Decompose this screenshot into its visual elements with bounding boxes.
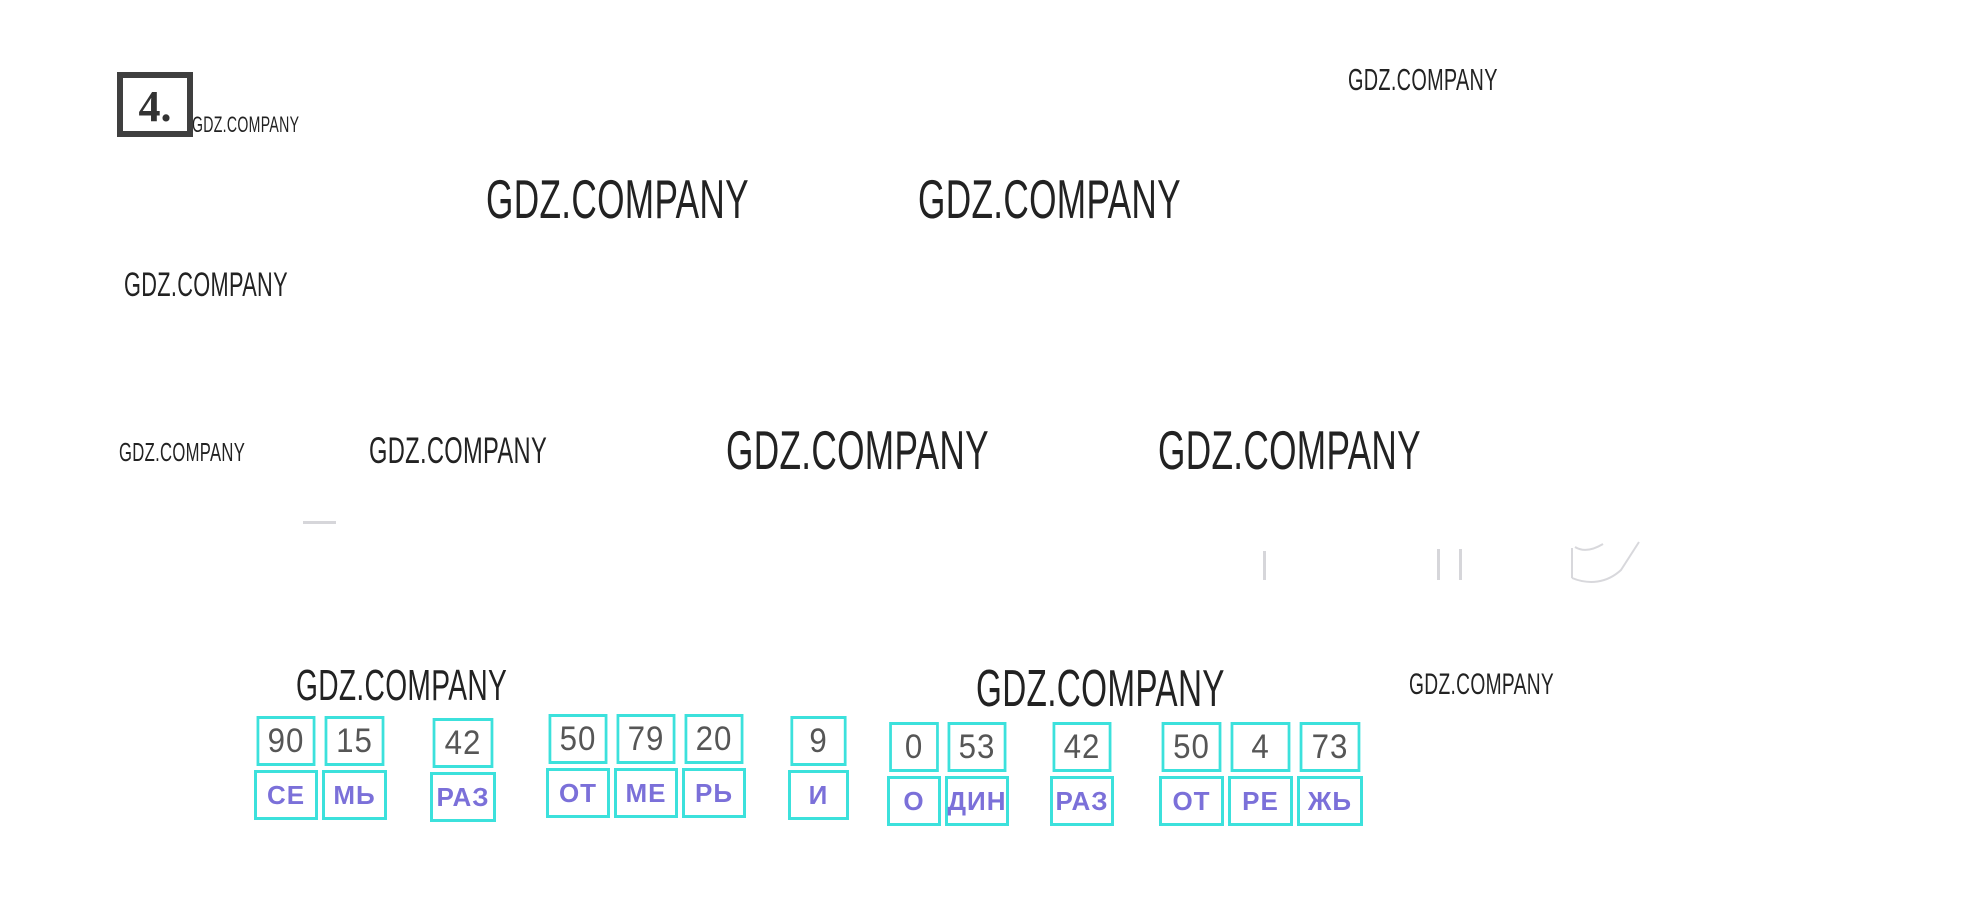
syllable-table-group: 9 И bbox=[788, 716, 849, 820]
syllable-cell: ДИН bbox=[945, 776, 1009, 826]
syllable-table-group: 90 СЕ 15 МЬ bbox=[254, 716, 387, 820]
syllable-table-group: 50 ОТ 79 МЕ 20 РЬ bbox=[546, 714, 746, 818]
faint-artifact-line bbox=[1459, 549, 1462, 580]
syllable-cell: ОТ bbox=[546, 768, 610, 818]
syllable-cell: И bbox=[788, 770, 849, 820]
number-cell: 50 bbox=[1161, 722, 1222, 772]
watermark-text: GDZ.COMPANY bbox=[124, 266, 288, 304]
syllable-cell: ОТ bbox=[1159, 776, 1224, 826]
watermark-text: GDZ.COMPANY bbox=[976, 660, 1225, 718]
syllable-cell: МЬ bbox=[322, 770, 387, 820]
number-cell: 15 bbox=[324, 716, 385, 766]
watermark-text: GDZ.COMPANY bbox=[119, 437, 246, 467]
watermark-text: GDZ.COMPANY bbox=[918, 168, 1181, 230]
watermark-text: GDZ.COMPANY bbox=[1348, 62, 1498, 97]
number-cell: 53 bbox=[947, 722, 1007, 772]
faint-artifact-line bbox=[1437, 549, 1440, 580]
number-cell: 73 bbox=[1299, 722, 1361, 772]
watermark-text: GDZ.COMPANY bbox=[296, 661, 508, 710]
watermark-text: GDZ.COMPANY bbox=[192, 112, 300, 137]
syllable-cell: О bbox=[887, 776, 941, 826]
number-cell: 4 bbox=[1230, 722, 1291, 772]
number-cell: 79 bbox=[616, 714, 676, 764]
syllable-table-group: 50 ОТ 4 РЕ 73 ЖЬ bbox=[1159, 722, 1363, 826]
faint-artifact-line bbox=[1263, 551, 1266, 580]
syllable-table-group: 0 О 53 ДИН bbox=[887, 722, 1009, 826]
exercise-number: 4. bbox=[138, 81, 172, 131]
syllable-cell: ЖЬ bbox=[1297, 776, 1363, 826]
exercise-number-box: 4. bbox=[117, 72, 193, 137]
syllable-cell: РАЗ bbox=[1050, 776, 1114, 826]
syllable-cell: РЬ bbox=[682, 768, 746, 818]
watermark-text: GDZ.COMPANY bbox=[1409, 668, 1555, 701]
watermark-text: GDZ.COMPANY bbox=[1158, 419, 1421, 481]
syllable-cell: СЕ bbox=[254, 770, 318, 820]
number-cell: 90 bbox=[256, 716, 316, 766]
watermark-text: GDZ.COMPANY bbox=[726, 419, 989, 481]
syllable-cell: РАЗ bbox=[430, 772, 496, 822]
number-cell: 50 bbox=[548, 714, 608, 764]
number-cell: 9 bbox=[790, 716, 847, 766]
number-cell: 20 bbox=[684, 714, 744, 764]
faint-artifact-curve bbox=[1571, 541, 1640, 583]
watermark-text: GDZ.COMPANY bbox=[486, 168, 749, 230]
faint-artifact-line bbox=[303, 521, 336, 524]
number-cell: 42 bbox=[1052, 722, 1112, 772]
syllable-table-group: 42 РАЗ bbox=[1050, 722, 1114, 826]
syllable-cell: МЕ bbox=[614, 768, 678, 818]
syllable-table-group: 42 РАЗ bbox=[430, 718, 496, 822]
watermark-text: GDZ.COMPANY bbox=[369, 430, 548, 471]
number-cell: 0 bbox=[889, 722, 939, 772]
number-cell: 42 bbox=[432, 718, 494, 768]
syllable-cell: РЕ bbox=[1228, 776, 1293, 826]
